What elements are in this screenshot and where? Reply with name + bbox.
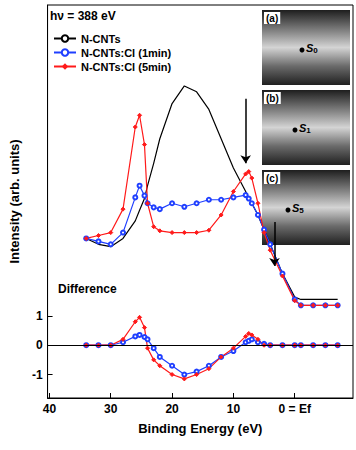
svg-text:10: 10 <box>227 402 241 416</box>
svg-text:40: 40 <box>43 402 57 416</box>
svg-text:N-CNTs:Cl (5min): N-CNTs:Cl (5min) <box>81 61 172 73</box>
svg-text:(c): (c) <box>266 173 278 184</box>
svg-text:N-CNTs: N-CNTs <box>81 33 121 45</box>
svg-text:Difference: Difference <box>58 282 117 296</box>
svg-text:-1: -1 <box>32 368 43 382</box>
svg-text:5: 5 <box>299 206 304 215</box>
svg-text:0: 0 <box>313 46 318 55</box>
svg-text:(b): (b) <box>266 93 279 104</box>
svg-text:S: S <box>306 41 314 54</box>
svg-text:(a): (a) <box>266 13 278 24</box>
svg-text:20: 20 <box>165 402 179 416</box>
svg-text:Binding Energy (eV): Binding Energy (eV) <box>138 421 262 436</box>
svg-text:1: 1 <box>36 309 43 323</box>
svg-text:S: S <box>292 201 300 214</box>
svg-text:1: 1 <box>306 126 311 135</box>
svg-text:Intensity (arb. units): Intensity (arb. units) <box>7 139 22 263</box>
svg-text:hν = 388 eV: hν = 388 eV <box>50 9 116 23</box>
svg-text:N-CNTs:Cl (1min): N-CNTs:Cl (1min) <box>81 47 172 59</box>
svg-text:0 = Ef: 0 = Ef <box>279 402 312 416</box>
svg-text:30: 30 <box>104 402 118 416</box>
svg-text:0: 0 <box>36 338 43 352</box>
svg-text:S: S <box>299 121 307 134</box>
